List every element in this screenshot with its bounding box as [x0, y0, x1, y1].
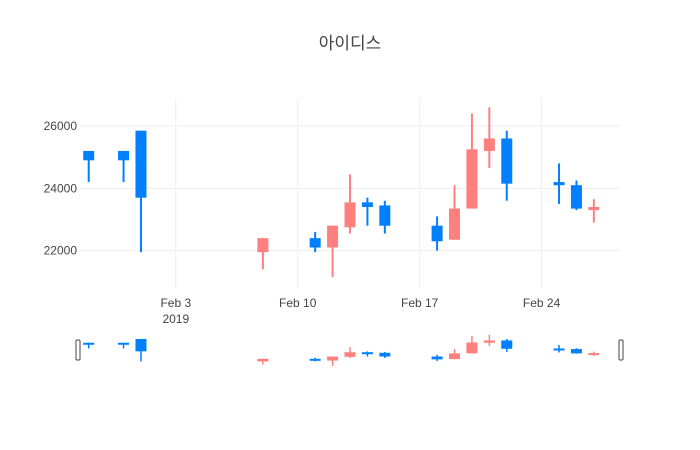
slider-candle-body	[466, 342, 478, 354]
x-tick-label: Feb 3	[160, 296, 191, 310]
range-slider-right-handle[interactable]	[618, 339, 624, 361]
candle-body	[118, 150, 130, 161]
slider-candle-body	[501, 340, 513, 349]
slider-candle-body	[379, 352, 391, 357]
candle-body	[431, 225, 443, 242]
x-axis-ticks: Feb 3 2019 Feb 10 Feb 17 Feb 24	[160, 296, 560, 326]
candle-body	[483, 138, 495, 151]
x-tick-label: Feb 24	[523, 296, 561, 310]
slider-candle-body	[118, 342, 130, 345]
y-axis-ticks: 22000 24000 26000	[44, 119, 78, 258]
candle-body	[379, 205, 391, 226]
candle-body	[466, 149, 478, 209]
candle-body	[501, 138, 513, 184]
candle-body	[309, 238, 321, 248]
chart-title: 아이디스	[319, 34, 382, 54]
y-tick-label: 26000	[44, 119, 78, 133]
candle-body	[361, 202, 373, 208]
slider-candle-body	[135, 339, 147, 352]
y-tick-label: 24000	[44, 181, 78, 195]
candle-body	[449, 208, 461, 240]
slider-candle-body	[361, 352, 373, 355]
candle-body	[570, 185, 582, 209]
slider-candle-body	[483, 340, 495, 343]
candle-body	[553, 182, 565, 186]
slider-candle-body	[257, 358, 269, 362]
x-tick-sublabel: 2019	[162, 312, 189, 326]
slider-candle-body	[83, 342, 95, 345]
slider-candle-body	[431, 356, 443, 360]
slider-candle-body	[327, 356, 339, 361]
candles	[83, 107, 600, 278]
candle-body	[135, 130, 147, 198]
slider-candle-body	[588, 353, 600, 356]
slider-candle-body	[309, 358, 321, 361]
range-slider[interactable]	[75, 334, 624, 366]
candle-body	[83, 150, 95, 161]
slider-candle-body	[570, 349, 582, 354]
y-tick-label: 22000	[44, 244, 78, 258]
range-slider-left-handle[interactable]	[75, 339, 81, 361]
gridlines	[80, 98, 620, 288]
candle-body	[344, 202, 356, 228]
candle-body	[588, 207, 600, 211]
x-tick-label: Feb 10	[279, 296, 317, 310]
candle-body	[257, 238, 269, 253]
slider-candle-body	[449, 353, 461, 360]
candle-body	[327, 225, 339, 248]
slider-candle-body	[344, 352, 356, 357]
x-tick-label: Feb 17	[401, 296, 439, 310]
slider-candle-body	[553, 348, 565, 351]
